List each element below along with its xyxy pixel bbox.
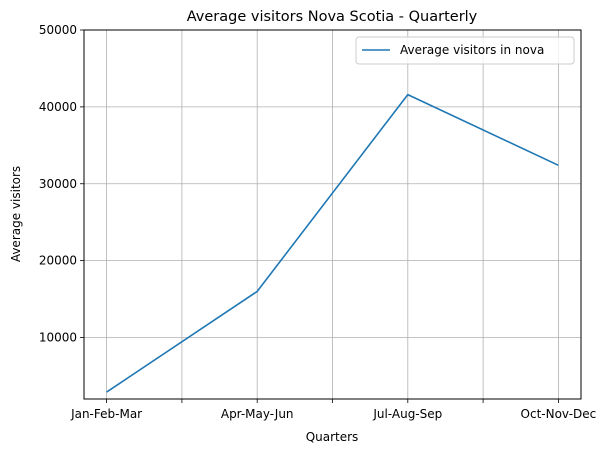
chart-title: Average visitors Nova Scotia - Quarterly [187,9,478,25]
x-axis-ticks: Jan-Feb-Mar Apr-May-Jun Jul-Aug-Sep Oct-Nov… [70,399,596,421]
y-tick-label: 10000 [39,331,77,345]
x-tick-label: Apr-May-Jun [221,407,294,421]
x-tick-label: Jul-Aug-Sep [372,407,442,421]
x-axis-label: Quarters [306,430,359,444]
y-tick-label: 30000 [39,177,77,191]
y-axis-label: Average visitors [9,166,23,262]
series-layer [106,93,559,393]
legend-entry-label: Average visitors in nova [400,43,544,57]
series-line [106,93,559,393]
y-tick-label: 40000 [39,100,77,114]
y-tick-label: 20000 [39,254,77,268]
y-axis-ticks: 10000 20000 30000 40000 50000 [39,23,84,345]
legend: Average visitors in nova [355,36,575,65]
y-tick-label: 50000 [39,23,77,37]
legend-box [355,36,575,65]
x-tick-label: Jan-Feb-Mar [70,407,142,421]
x-tick-label: Oct-Nov-Dec [521,407,597,421]
